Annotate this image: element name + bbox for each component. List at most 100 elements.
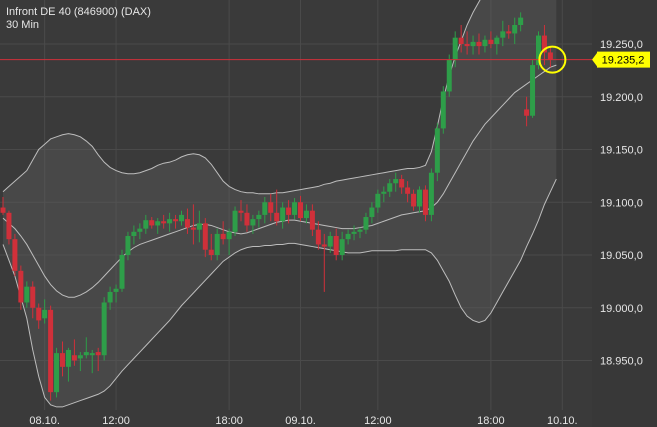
candle-body [434, 128, 440, 173]
candle-body [363, 217, 369, 230]
candle-body [60, 353, 65, 367]
candle-body [71, 355, 77, 361]
candle-body [54, 353, 60, 393]
bollinger-upper-line [2, 0, 481, 195]
candle-body [83, 352, 89, 356]
candle-body [321, 244, 327, 247]
candle-body [446, 59, 452, 92]
candle-body [309, 210, 315, 230]
candle-body [101, 302, 107, 356]
x-tick-label: 12:00 [102, 415, 130, 427]
candle-body [155, 221, 161, 226]
candle-body [470, 41, 476, 47]
candle-body [547, 52, 553, 60]
candle-body [286, 207, 292, 215]
candle-body [518, 17, 524, 26]
candle-body [179, 214, 184, 222]
y-tick-label: 19.250,0 [600, 39, 643, 51]
candle-body [42, 309, 48, 319]
y-tick-label: 19.100,0 [600, 197, 643, 209]
candle-body [24, 286, 30, 303]
candle-body [89, 353, 95, 356]
candle-body [315, 229, 321, 245]
candle-body [6, 212, 12, 240]
candle-body [476, 41, 482, 47]
candle-body [107, 291, 113, 303]
y-tick-label: 19.150,0 [600, 145, 643, 157]
candle-body [512, 25, 518, 34]
candle-body [167, 219, 173, 224]
candle-body [196, 223, 202, 230]
candle-body [95, 352, 101, 356]
candle-body [464, 44, 470, 47]
candle-body [125, 236, 131, 255]
candle-body [530, 65, 536, 116]
candle-body [506, 31, 512, 34]
candle-body [161, 221, 167, 224]
candle-body [339, 239, 345, 255]
candle-body [208, 249, 214, 255]
candle-body [482, 39, 488, 47]
x-tick-label: 12:00 [364, 415, 392, 427]
candle-body [137, 228, 143, 232]
candle-body [244, 212, 250, 226]
candle-body [280, 207, 286, 222]
candle-body [524, 109, 530, 116]
candle-body [375, 193, 381, 208]
last-price-label-bg [597, 51, 650, 68]
candle-body [226, 231, 232, 240]
bollinger-middle-line [2, 64, 557, 298]
candle-body [345, 233, 351, 240]
candle-body [488, 39, 494, 44]
axis-background [592, 0, 657, 427]
candle-body [381, 191, 387, 194]
candle-body [452, 37, 458, 60]
candle-body [422, 189, 428, 215]
candle-body [298, 202, 303, 219]
candle-body [541, 35, 547, 53]
candle-body [36, 307, 42, 321]
candle-body [405, 187, 411, 194]
candle-body [327, 236, 333, 247]
candle-body [238, 210, 244, 213]
last-price-marker [538, 45, 567, 74]
candle-body [184, 219, 190, 228]
candle-body [149, 220, 155, 226]
candlesticks [0, 12, 553, 401]
candle-body [458, 37, 464, 44]
candle-body [119, 255, 125, 289]
candle-body [262, 202, 268, 215]
bollinger-fill [3, 0, 557, 407]
bollinger-lower-line [2, 178, 557, 408]
candle-body [274, 212, 280, 222]
x-tick-label: 10.10. [547, 415, 578, 427]
candle-body [268, 202, 274, 213]
y-tick-label: 19.200,0 [600, 92, 643, 104]
candle-body [333, 236, 339, 255]
x-tick-label: 18:00 [215, 415, 243, 427]
candle-body [220, 233, 226, 240]
candle-body [232, 210, 238, 232]
candle-body [387, 183, 393, 192]
candle-body [30, 286, 36, 308]
candle-body [65, 349, 71, 367]
bollinger-bands [2, 0, 557, 408]
candle-body [202, 223, 208, 250]
candle-body [77, 355, 83, 359]
candle-body [411, 193, 417, 207]
candle-body [0, 207, 6, 213]
x-tick-label: 18:00 [477, 415, 505, 427]
candle-body [351, 231, 357, 234]
price-overlay: 19.235,2 [0, 45, 650, 74]
x-tick-label: 08.10. [29, 415, 60, 427]
y-tick-label: 19.000,0 [600, 303, 643, 315]
candle-body [131, 231, 137, 237]
candle-body [143, 220, 149, 229]
candle-body [190, 227, 196, 230]
y-tick-label: 19.050,0 [600, 250, 643, 262]
candle-body [250, 219, 256, 226]
candle-body [256, 214, 262, 220]
candle-body [369, 207, 375, 218]
chart-title-block: Infront DE 40 (846900) (DAX) 30 Min [6, 6, 151, 32]
